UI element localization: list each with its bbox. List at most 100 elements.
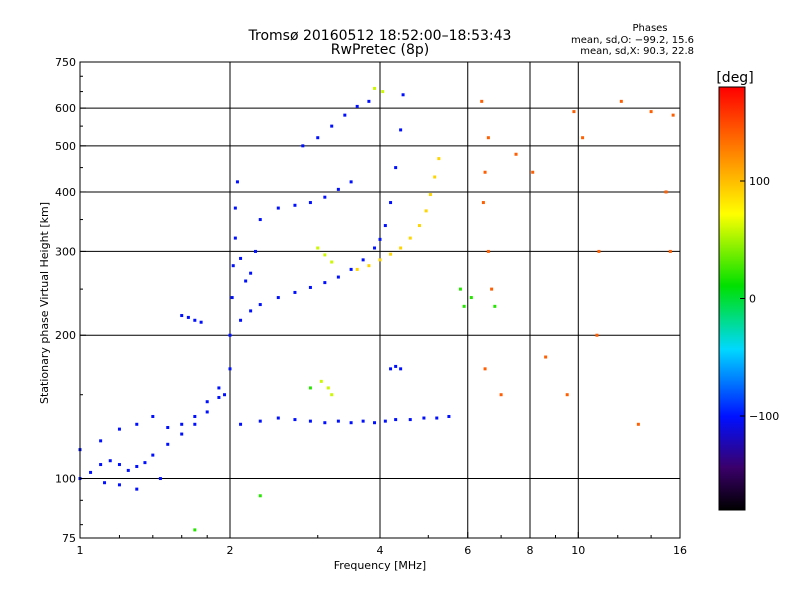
x-tick-label: 10 [571, 544, 585, 557]
data-point [572, 110, 576, 114]
data-point [108, 459, 112, 463]
data-point [330, 260, 334, 264]
data-point [581, 136, 585, 140]
data-point [437, 157, 441, 161]
data-point [205, 410, 209, 414]
data-point [180, 432, 184, 436]
data-point [323, 281, 327, 285]
data-point [239, 256, 243, 260]
data-point [308, 201, 312, 205]
data-point [244, 279, 248, 283]
data-point [235, 180, 239, 184]
data-point [301, 144, 305, 148]
axis-ticks [79, 61, 681, 539]
data-point [217, 386, 221, 390]
data-point [180, 422, 184, 426]
data-point [349, 267, 353, 271]
colorbar-label: [deg] [716, 70, 753, 86]
data-point [151, 453, 155, 457]
colorbar-ticks: 100 0 −100 [740, 175, 779, 423]
data-point [199, 320, 203, 324]
data-point [486, 136, 490, 140]
data-point [481, 201, 485, 205]
data-point [361, 419, 365, 423]
x-tick-label: 2 [227, 544, 234, 557]
data-point [293, 203, 297, 207]
data-point [343, 113, 347, 117]
data-point [233, 206, 237, 210]
data-point [239, 318, 243, 322]
data-point [143, 461, 147, 465]
data-point [117, 427, 121, 431]
y-tick-label: 750 [55, 56, 76, 69]
data-point [399, 367, 403, 371]
data-point [193, 528, 197, 532]
data-point [595, 333, 599, 337]
y-tick-label: 600 [55, 102, 76, 115]
data-point [249, 271, 253, 275]
data-point [180, 314, 184, 318]
data-point [394, 166, 398, 170]
y-axis-label: Stationary phase Virtual Height [km] [38, 202, 51, 404]
data-point [323, 195, 327, 199]
data-point [394, 418, 398, 422]
data-point [408, 236, 412, 240]
y-tick-label: 400 [55, 186, 76, 199]
chart-title: Tromsø 20160512 18:52:00–18:53:43 [248, 28, 512, 44]
data-point [193, 318, 197, 322]
axis-tick-labels: 1 2 4 6 8 10 16 75 100 200 300 400 500 600 750 [55, 56, 687, 557]
data-point [389, 201, 393, 205]
data-point [117, 463, 121, 467]
data-point [401, 93, 405, 97]
data-point [217, 395, 221, 399]
data-point [636, 422, 640, 426]
data-point [361, 258, 365, 262]
data-point [89, 470, 93, 474]
data-point [126, 468, 130, 472]
data-point [424, 209, 428, 213]
colorbar-tick-label: 100 [749, 175, 770, 188]
x-tick-label: 1 [77, 544, 84, 557]
x-axis-label: Frequency [MHz] [334, 559, 426, 572]
y-tick-label: 300 [55, 245, 76, 258]
y-tick-label: 75 [62, 532, 76, 545]
data-point [469, 296, 473, 300]
data-point [276, 416, 280, 420]
data-point [383, 224, 387, 228]
data-point [205, 400, 209, 404]
data-points [78, 86, 675, 532]
data-point [373, 246, 377, 250]
colorbar: [deg] 100 0 −100 [716, 70, 779, 511]
data-point [330, 124, 334, 128]
data-point [151, 414, 155, 418]
data-point [308, 386, 312, 390]
data-point [323, 421, 327, 425]
data-point [408, 418, 412, 422]
data-point [367, 99, 371, 103]
data-point [480, 99, 484, 103]
data-point [389, 367, 393, 371]
data-point [103, 481, 107, 485]
data-point [531, 170, 535, 174]
data-point [293, 418, 297, 422]
data-point [355, 267, 359, 271]
data-point [649, 110, 653, 114]
data-point [490, 287, 494, 291]
data-point [378, 237, 382, 241]
data-point [435, 416, 439, 420]
data-point [671, 113, 675, 117]
data-point [230, 296, 234, 300]
data-point [394, 364, 398, 368]
data-point [383, 419, 387, 423]
data-point [336, 419, 340, 423]
data-point [231, 264, 235, 268]
data-point [349, 421, 353, 425]
x-tick-label: 16 [673, 544, 687, 557]
data-point [253, 249, 257, 253]
data-point [597, 249, 601, 253]
phase-info-line1: mean, sd,O: −99.2, 15.6 [571, 35, 694, 46]
data-point [486, 249, 490, 253]
colorbar-tick-label: −100 [749, 410, 779, 423]
data-point [166, 425, 170, 429]
